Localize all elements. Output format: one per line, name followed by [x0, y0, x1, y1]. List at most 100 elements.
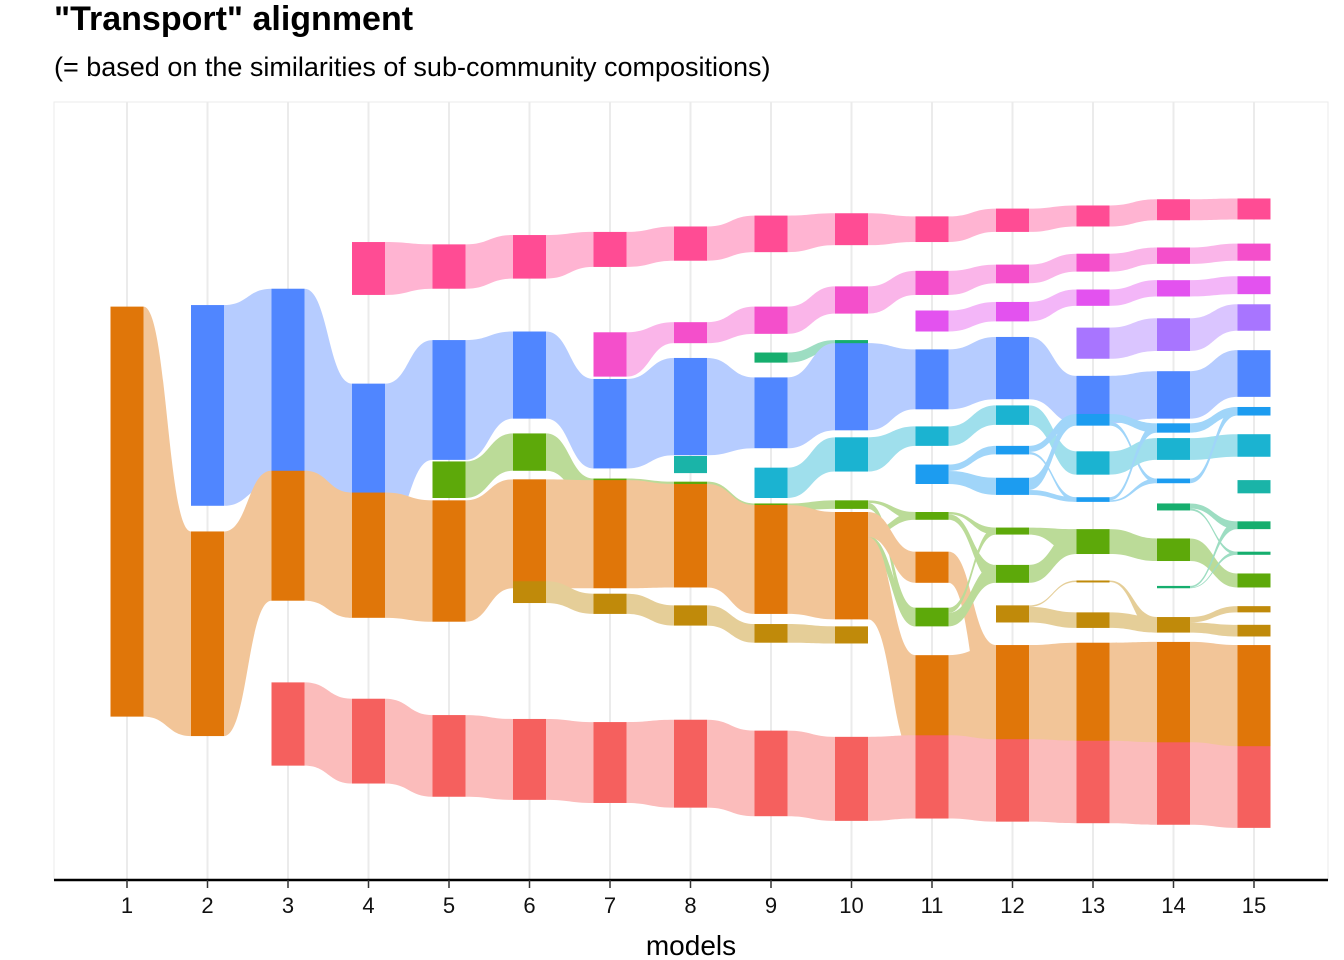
node-bar: [432, 500, 466, 622]
node-bar: [996, 645, 1029, 754]
node-bar: [674, 605, 707, 626]
node-bar: [915, 426, 949, 446]
flow-band: [626, 357, 674, 469]
flow-band: [1109, 318, 1157, 359]
node-bar: [593, 332, 627, 377]
node-bar: [996, 605, 1029, 623]
node-bar: [674, 226, 707, 261]
node-bar: [1076, 253, 1110, 272]
flow-band: [868, 536, 916, 627]
flow-band: [787, 437, 835, 499]
flow-band: [385, 242, 433, 295]
flow-band: [1029, 405, 1077, 475]
flow-band: [868, 502, 916, 627]
node-bar: [1237, 198, 1271, 220]
x-tick-label: 7: [604, 893, 616, 918]
flow-band: [143, 306, 191, 737]
flow-band: [304, 288, 352, 532]
flow-band: [1109, 413, 1157, 433]
node-bar: [432, 461, 466, 499]
flow-band: [1029, 489, 1077, 502]
flow-band: [868, 537, 916, 758]
flow-band: [707, 306, 755, 344]
node-bar: [754, 624, 788, 643]
node-bar: [835, 343, 868, 431]
x-tick-label: 14: [1161, 893, 1185, 918]
node-bar: [674, 357, 707, 456]
flow-band: [1029, 580, 1077, 607]
node-bar: [1157, 503, 1190, 511]
node-bar: [1076, 327, 1110, 359]
flow-band: [224, 470, 272, 737]
flow-band: [1190, 551, 1238, 589]
flow-band: [948, 645, 996, 758]
flow-band: [465, 235, 513, 289]
node-bar: [1157, 438, 1190, 460]
chart-subtitle: (= based on the similarities of sub-comm…: [54, 52, 771, 82]
node-bar: [996, 264, 1029, 284]
node-bar: [754, 306, 788, 334]
flow-band: [707, 605, 755, 643]
flow-band: [948, 514, 996, 583]
x-tick-label: 1: [121, 893, 133, 918]
node-bar: [1076, 612, 1110, 628]
node-bar: [1157, 585, 1190, 589]
node-bar: [915, 216, 949, 243]
node-bar: [1237, 350, 1271, 397]
flow-band: [626, 480, 674, 589]
node-bar: [996, 336, 1029, 400]
flow-band: [1190, 503, 1238, 530]
flow-band: [1109, 740, 1157, 825]
flow-band: [1190, 350, 1238, 419]
flow-band: [707, 215, 755, 261]
node-bar: [674, 322, 707, 344]
node-bar: [996, 405, 1029, 425]
node-bar: [915, 310, 949, 332]
node-bar: [1157, 478, 1190, 484]
node-bar: [432, 244, 466, 289]
flow-band: [626, 719, 674, 808]
flow-band: [1109, 423, 1157, 501]
node-bar: [915, 551, 949, 583]
node-bar: [1076, 497, 1110, 502]
node-bar: [835, 626, 868, 644]
node-bar: [1237, 304, 1271, 331]
node-bar: [996, 208, 1029, 232]
node-bar: [191, 531, 224, 737]
node-bar: [1157, 280, 1190, 297]
node-bar: [1076, 451, 1110, 475]
flow-band: [1190, 243, 1238, 264]
node-bar: [674, 719, 707, 808]
node-bar: [1237, 746, 1271, 828]
flow-band: [1029, 529, 1077, 583]
flow-band: [1190, 742, 1238, 828]
x-tick-label: 13: [1081, 893, 1105, 918]
flow-band: [787, 343, 835, 449]
flow-band: [1109, 438, 1157, 475]
flow-band: [1190, 521, 1238, 588]
node-bar: [1237, 624, 1271, 637]
flow-band: [1029, 289, 1077, 322]
flow-band: [948, 527, 996, 613]
flow-band: [1190, 622, 1238, 637]
flow-band: [948, 264, 996, 295]
flow-band: [546, 581, 594, 614]
x-tick-label: 8: [684, 893, 696, 918]
chart-title: "Transport" alignment: [54, 0, 414, 38]
flow-band: [948, 445, 996, 472]
x-tick-label: 3: [282, 893, 294, 918]
flow-band: [1190, 304, 1238, 351]
node-bar: [996, 445, 1029, 455]
node-bar: [513, 718, 546, 800]
flow-band: [1109, 199, 1157, 227]
node-bar: [271, 470, 305, 601]
x-tick-label: 4: [362, 893, 374, 918]
flow-band: [304, 470, 352, 618]
node-bar: [996, 564, 1029, 583]
node-bar: [352, 242, 385, 295]
x-axis-title: models: [646, 930, 736, 960]
node-bar: [835, 500, 868, 509]
node-bar: [1157, 318, 1190, 351]
node-bar: [915, 607, 949, 627]
flow-band: [787, 624, 835, 644]
